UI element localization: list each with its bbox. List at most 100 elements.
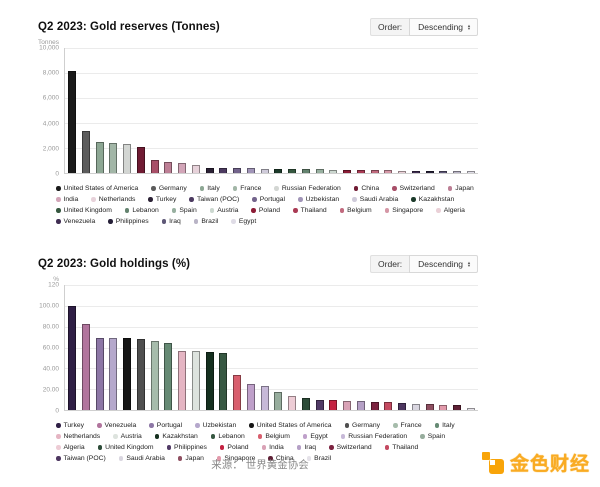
legend-label: Netherlands bbox=[63, 433, 101, 440]
legend-dot-icon bbox=[171, 208, 177, 213]
bar bbox=[233, 168, 241, 173]
legend-dot-icon bbox=[189, 197, 194, 202]
legend-item: Portugal bbox=[252, 196, 285, 203]
holdings-panel-header: Q2 2023: Gold holdings (%) Order: Descen… bbox=[38, 253, 478, 275]
bar bbox=[219, 352, 228, 410]
legend-label: Belgium bbox=[347, 207, 372, 214]
order-select[interactable]: Descending ▲ ▼ bbox=[409, 255, 478, 273]
order-select-value: Descending bbox=[418, 259, 464, 269]
legend-dot-icon bbox=[199, 186, 205, 191]
bar bbox=[260, 385, 269, 410]
legend-item: Singapore bbox=[216, 455, 256, 462]
legend-dot-icon bbox=[56, 186, 61, 191]
legend-dot-icon bbox=[411, 197, 416, 202]
legend-dot-icon bbox=[56, 434, 61, 439]
legend-label: Switzerland bbox=[399, 185, 435, 192]
legend-dot-icon bbox=[353, 186, 359, 191]
legend-label: Philippines bbox=[115, 218, 149, 225]
legend-item: Poland bbox=[251, 207, 280, 214]
legend-label: Japan bbox=[185, 455, 204, 462]
reserves-panel-header: Q2 2023: Gold reserves (Tonnes) Order: D… bbox=[38, 16, 478, 38]
bar bbox=[315, 399, 324, 410]
legend-item: Algeria bbox=[436, 207, 465, 214]
legend-label: Austria bbox=[217, 207, 239, 214]
legend-label: France bbox=[240, 185, 262, 192]
legend-label: Iraq bbox=[304, 444, 317, 451]
legend-dot-icon bbox=[393, 423, 398, 428]
legend-item: Philippines bbox=[108, 218, 149, 225]
legend-label: France bbox=[400, 422, 422, 429]
legend-item: Russian Federation bbox=[274, 185, 341, 192]
legend-item: United States of America bbox=[56, 185, 138, 192]
legend-item: Spain bbox=[420, 433, 445, 440]
legend-dot-icon bbox=[113, 434, 118, 439]
reserves-y-axis: Tonnes 10,000 8,000 6,000 4,000 2,000 0 bbox=[38, 39, 64, 178]
bar bbox=[81, 131, 90, 173]
legend-label: Iraq bbox=[169, 218, 181, 225]
legend-item: Turkey bbox=[148, 196, 176, 203]
bar bbox=[356, 169, 365, 173]
bar bbox=[136, 146, 145, 173]
legend-dot-icon bbox=[56, 445, 61, 450]
gridline bbox=[65, 347, 478, 349]
legend-dot-icon bbox=[296, 445, 302, 450]
bar bbox=[453, 171, 461, 173]
legend-dot-icon bbox=[252, 197, 257, 202]
legend-item: Iraq bbox=[296, 444, 317, 451]
legend-item: India bbox=[56, 196, 78, 203]
legend-item: Saudi Arabia bbox=[118, 455, 165, 462]
legend-dot-icon bbox=[124, 208, 130, 213]
legend-label: Thailand bbox=[300, 207, 327, 214]
bar bbox=[81, 323, 90, 410]
y-tick-label: 20.00 bbox=[42, 386, 59, 394]
reserves-chart-area: Tonnes 10,000 8,000 6,000 4,000 2,000 0 bbox=[38, 39, 478, 178]
bar bbox=[356, 401, 365, 410]
bar bbox=[411, 403, 420, 410]
legend-dot-icon bbox=[209, 208, 215, 213]
legend-dot-icon bbox=[97, 423, 102, 428]
legend-dot-icon bbox=[249, 423, 254, 428]
legend-label: Singapore bbox=[224, 455, 256, 462]
order-select[interactable]: Descending ▲ ▼ bbox=[409, 18, 478, 36]
legend-label: Egypt bbox=[310, 433, 328, 440]
bar bbox=[95, 142, 104, 173]
legend-label: Uzbekistan bbox=[202, 422, 237, 429]
legend-dot-icon bbox=[339, 208, 345, 213]
bar bbox=[260, 168, 269, 173]
bar bbox=[123, 143, 131, 173]
legend-dot-icon bbox=[302, 434, 308, 439]
legend-item: Belgium bbox=[257, 433, 290, 440]
legend-item: Austria bbox=[209, 207, 239, 214]
bar bbox=[150, 340, 159, 410]
legend-item: Egypt bbox=[302, 433, 328, 440]
reserves-plot-area bbox=[64, 48, 478, 174]
legend-item: Italy bbox=[199, 185, 220, 192]
legend-label: Egypt bbox=[238, 218, 257, 225]
legend-label: Belgium bbox=[265, 433, 290, 440]
legend-label: Thailand bbox=[392, 444, 419, 451]
legend-item: Taiwan (POC) bbox=[189, 196, 239, 203]
legend-item: Belgium bbox=[339, 207, 372, 214]
bar bbox=[219, 167, 228, 173]
legend-dot-icon bbox=[210, 434, 216, 439]
legend-label: Austria bbox=[120, 433, 142, 440]
golden-finance-logo-icon bbox=[481, 451, 505, 474]
legend-item: Portugal bbox=[149, 422, 182, 429]
legend-item: Kazakhstan bbox=[411, 196, 454, 203]
bar bbox=[68, 305, 76, 410]
legend-dot-icon bbox=[91, 197, 96, 202]
legend-dot-icon bbox=[257, 434, 263, 439]
legend-label: Netherlands bbox=[98, 196, 136, 203]
bar bbox=[288, 396, 296, 410]
bar bbox=[288, 169, 296, 173]
legend-item: Singapore bbox=[384, 207, 423, 214]
holdings-chart-area: % 120 100.00 80.00 60.00 40.00 20.00 0 bbox=[38, 276, 478, 415]
legend-dot-icon bbox=[268, 456, 273, 461]
legend-dot-icon bbox=[293, 208, 298, 213]
legend-dot-icon bbox=[392, 186, 397, 191]
gridline bbox=[65, 305, 478, 307]
order-label: Order: bbox=[370, 255, 410, 273]
gridline bbox=[65, 98, 478, 99]
legend-dot-icon bbox=[261, 445, 267, 450]
